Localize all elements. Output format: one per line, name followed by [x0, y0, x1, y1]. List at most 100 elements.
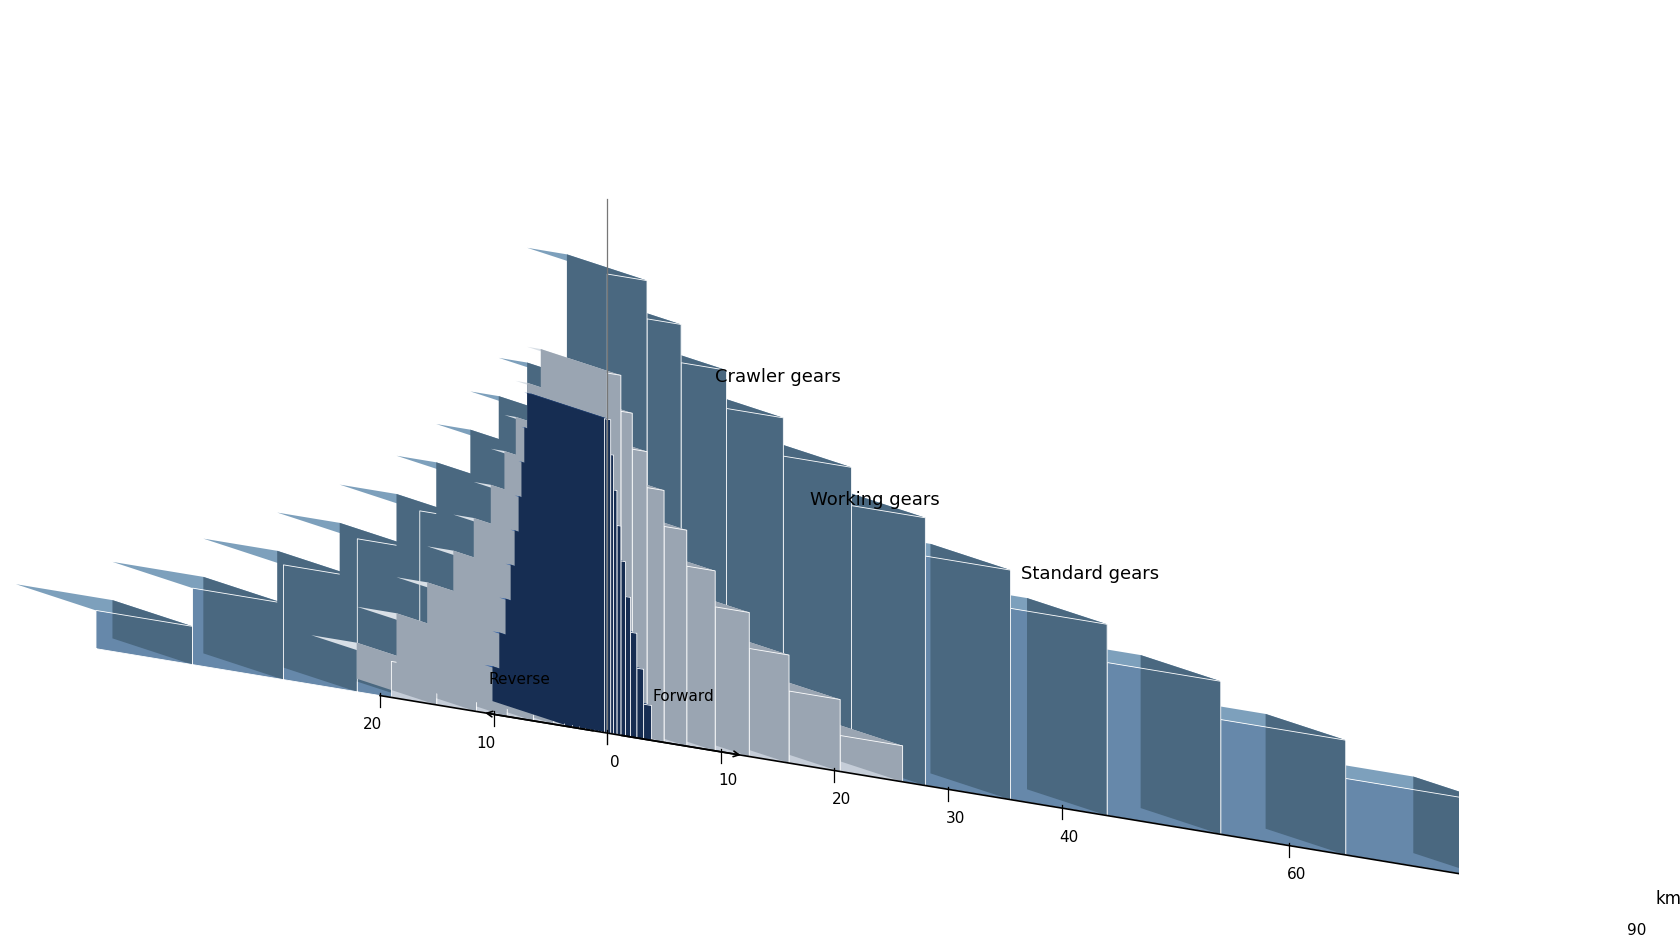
Polygon shape	[96, 611, 193, 665]
Polygon shape	[533, 541, 554, 724]
Polygon shape	[606, 504, 687, 747]
Polygon shape	[610, 455, 613, 734]
Polygon shape	[606, 540, 716, 571]
Polygon shape	[709, 629, 790, 764]
Polygon shape	[596, 408, 606, 733]
Polygon shape	[519, 462, 601, 488]
Polygon shape	[391, 662, 437, 705]
Polygon shape	[437, 425, 551, 457]
Polygon shape	[553, 424, 647, 452]
Polygon shape	[647, 383, 783, 418]
Polygon shape	[538, 464, 617, 734]
Polygon shape	[546, 571, 630, 598]
Polygon shape	[504, 415, 596, 444]
Polygon shape	[823, 719, 902, 782]
Polygon shape	[541, 500, 622, 735]
Polygon shape	[470, 392, 580, 423]
Polygon shape	[484, 666, 573, 693]
Polygon shape	[284, 565, 358, 692]
Polygon shape	[622, 562, 625, 736]
Polygon shape	[647, 488, 664, 743]
Polygon shape	[499, 396, 580, 729]
Polygon shape	[771, 480, 926, 518]
Polygon shape	[358, 539, 420, 702]
Polygon shape	[931, 582, 1107, 625]
Polygon shape	[203, 539, 358, 578]
Polygon shape	[601, 454, 605, 733]
Polygon shape	[203, 577, 284, 680]
Polygon shape	[613, 491, 617, 734]
Polygon shape	[1549, 837, 1630, 902]
Polygon shape	[1141, 694, 1346, 740]
Polygon shape	[664, 527, 687, 747]
Polygon shape	[528, 363, 606, 733]
Polygon shape	[771, 442, 852, 773]
Polygon shape	[840, 735, 902, 782]
Polygon shape	[564, 691, 573, 728]
Polygon shape	[563, 644, 643, 739]
Polygon shape	[541, 386, 632, 413]
Polygon shape	[606, 420, 610, 733]
Polygon shape	[643, 704, 652, 741]
Polygon shape	[566, 255, 647, 740]
Polygon shape	[511, 565, 591, 731]
Polygon shape	[437, 463, 516, 718]
Polygon shape	[566, 462, 664, 491]
Polygon shape	[931, 545, 1011, 800]
Polygon shape	[551, 418, 580, 729]
Polygon shape	[420, 512, 477, 712]
Polygon shape	[554, 509, 571, 727]
Polygon shape	[499, 598, 586, 625]
Polygon shape	[606, 374, 622, 735]
Polygon shape	[499, 359, 606, 389]
Polygon shape	[491, 449, 585, 478]
Polygon shape	[1026, 598, 1107, 816]
Text: 10: 10	[719, 772, 738, 787]
Polygon shape	[506, 599, 586, 730]
Polygon shape	[551, 606, 637, 633]
Polygon shape	[726, 409, 783, 763]
Polygon shape	[591, 556, 595, 732]
Polygon shape	[1265, 715, 1346, 855]
Polygon shape	[533, 464, 617, 491]
Polygon shape	[437, 633, 477, 712]
Text: km/h: km/h	[1656, 888, 1680, 906]
Polygon shape	[427, 547, 533, 577]
Text: 0: 0	[610, 754, 620, 768]
Text: 20: 20	[832, 791, 852, 806]
Polygon shape	[528, 394, 610, 420]
Polygon shape	[573, 658, 580, 729]
Polygon shape	[759, 673, 840, 771]
Polygon shape	[606, 275, 647, 740]
Polygon shape	[790, 691, 840, 771]
Polygon shape	[687, 566, 716, 751]
Polygon shape	[1413, 777, 1494, 880]
Polygon shape	[551, 571, 630, 737]
Text: Forward: Forward	[654, 688, 714, 703]
Polygon shape	[524, 428, 605, 733]
Polygon shape	[1413, 815, 1630, 864]
Polygon shape	[470, 430, 551, 724]
Polygon shape	[749, 649, 790, 764]
Polygon shape	[533, 430, 613, 734]
Polygon shape	[427, 582, 507, 716]
Polygon shape	[1011, 609, 1107, 816]
Text: Crawler gears: Crawler gears	[716, 367, 840, 385]
Polygon shape	[396, 614, 477, 712]
Polygon shape	[356, 643, 437, 705]
Polygon shape	[396, 578, 507, 609]
Polygon shape	[516, 451, 551, 724]
Text: Reverse: Reverse	[489, 671, 551, 686]
Polygon shape	[521, 463, 601, 733]
Polygon shape	[926, 556, 1011, 800]
Polygon shape	[113, 600, 193, 665]
Polygon shape	[563, 678, 652, 706]
Polygon shape	[528, 347, 622, 376]
Polygon shape	[477, 482, 516, 718]
Polygon shape	[454, 515, 554, 545]
Polygon shape	[538, 499, 622, 527]
Polygon shape	[669, 623, 790, 655]
Polygon shape	[521, 428, 605, 454]
Polygon shape	[571, 476, 585, 730]
Polygon shape	[528, 394, 606, 733]
